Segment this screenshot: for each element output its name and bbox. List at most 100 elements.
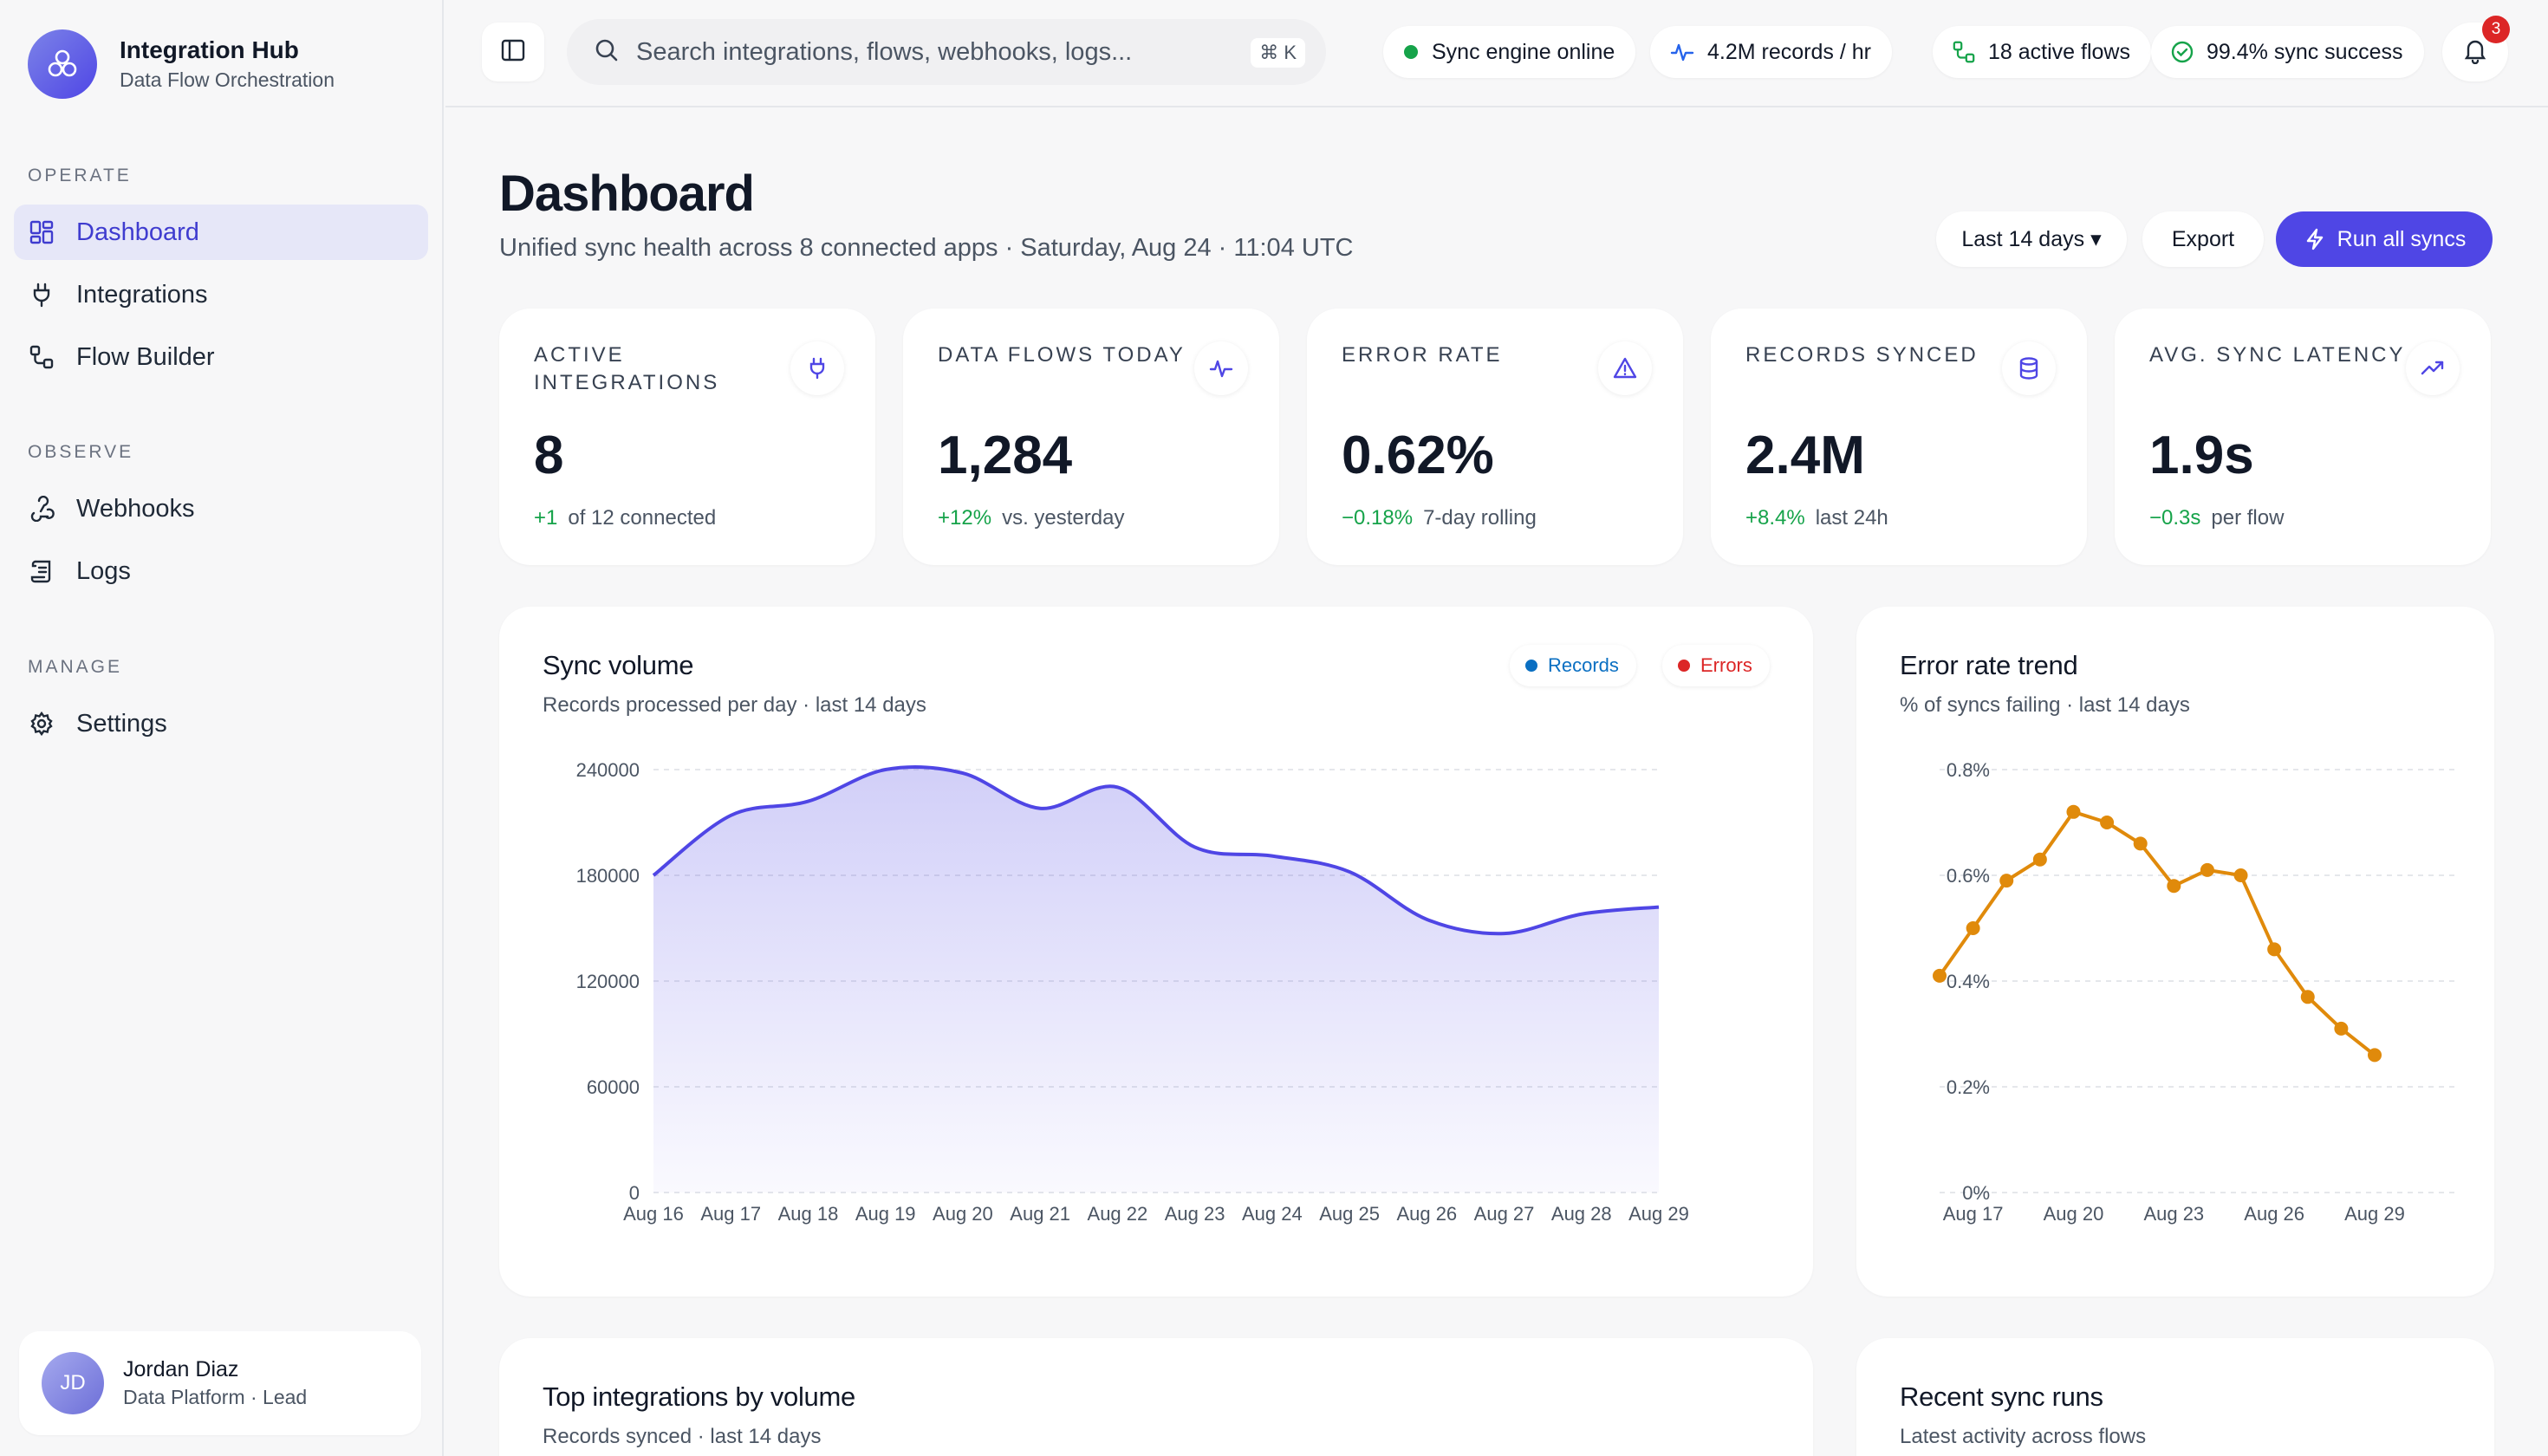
status-pill-label: Sync engine online [1432, 39, 1615, 64]
date-range-select[interactable]: Last 14 days ▾ [1936, 211, 2127, 267]
x-tick-label: Aug 24 [1242, 1203, 1303, 1225]
brand-logo-icon [28, 29, 97, 99]
error-rate-point [2233, 868, 2248, 882]
recent-sync-runs-panel: Recent sync runs Latest activity across … [1856, 1338, 2494, 1456]
logs-icon [28, 557, 55, 585]
error-rate-point [2267, 942, 2282, 957]
x-tick-label: Aug 22 [1088, 1203, 1148, 1225]
sidebar-item-label: Flow Builder [76, 342, 215, 371]
sidebar-item-integrations[interactable]: Integrations [14, 267, 428, 322]
kpi-value: 8 [534, 426, 564, 485]
brand-subtitle: Data Flow Orchestration [120, 68, 335, 91]
flow-icon [1952, 40, 1976, 64]
status-pill-flows[interactable]: 18 active flows [1933, 26, 2151, 78]
y-tick-label: 0% [1962, 1182, 1990, 1204]
legend-records[interactable]: Records [1510, 645, 1636, 686]
webhook-icon [28, 495, 55, 523]
kpi-label: Active integrations [534, 343, 720, 394]
kpi-footer: +1 of 12 connected [534, 504, 716, 532]
x-tick-label: Aug 29 [2344, 1203, 2405, 1225]
nav-section-observe: OBSERVE [28, 442, 134, 462]
status-pill-label: 18 active flows [1988, 39, 2130, 64]
flow-icon [28, 343, 55, 371]
page-title: Dashboard [499, 166, 755, 222]
kpi-footer: −0.3s per flow [2149, 504, 2284, 532]
sync-volume-panel: Sync volume Records processed per day · … [499, 607, 1813, 1297]
panel-subtitle: Records processed per day · last 14 days [543, 693, 926, 717]
y-tick-label: 0.4% [1947, 971, 1990, 992]
sidebar-toggle-button[interactable] [482, 23, 544, 81]
kpi-delta: +1 [534, 506, 558, 530]
status-pill-label: 4.2M records / hr [1707, 39, 1871, 64]
lightning-icon [2303, 227, 2327, 251]
records-area [653, 766, 1659, 1193]
kpi-delta: −0.3s [2149, 506, 2201, 530]
x-tick-label: Aug 20 [2044, 1203, 2104, 1225]
x-tick-label: Aug 27 [1474, 1203, 1535, 1225]
kpi-value: 1,284 [938, 426, 1073, 485]
panel-title: Top integrations by volume [543, 1381, 855, 1412]
panel-title: Sync volume [543, 650, 694, 680]
kpi-value: 2.4M [1745, 426, 1865, 485]
sidebar-item-label: Settings [76, 709, 167, 738]
kpi-label: Records synced [1745, 343, 1979, 367]
nav-section-manage: MANAGE [28, 657, 123, 677]
database-icon [2002, 341, 2056, 395]
search-input[interactable]: Search integrations, flows, webhooks, lo… [567, 19, 1326, 85]
sidebar-item-flow-builder[interactable]: Flow Builder [14, 329, 428, 385]
nav-section-operate: OPERATE [28, 166, 132, 185]
plug-icon [28, 281, 55, 309]
error-rate-point [2334, 1021, 2349, 1036]
search-placeholder: Search integrations, flows, webhooks, lo… [636, 37, 1133, 66]
y-tick-label: 0.2% [1947, 1076, 1990, 1098]
x-tick-label: Aug 28 [1551, 1203, 1612, 1225]
status-pill-engine[interactable]: Sync engine online [1383, 26, 1636, 78]
check-circle-icon [2170, 40, 2194, 64]
y-tick-label: 60000 [587, 1076, 640, 1098]
brand-title: Integration Hub [120, 36, 299, 63]
sidebar-item-label: Dashboard [76, 218, 199, 246]
user-role: Data Platform · Lead [123, 1386, 308, 1408]
kpi-label: Avg. sync latency [2149, 343, 2406, 367]
status-pill-label: 99.4% sync success [2207, 39, 2403, 64]
error-rate-point [1999, 874, 2014, 888]
error-rate-chart: 0% 0.2% 0.4% 0.6% 0.8% Aug 17 Aug 20 Aug 23 Aug … [1933, 759, 2454, 1225]
sidebar-item-settings[interactable]: Settings [14, 696, 428, 751]
legend-errors[interactable]: Errors [1662, 645, 1770, 686]
panel-subtitle: Latest activity across flows [1900, 1425, 2147, 1448]
panel-title: Error rate trend [1900, 650, 2078, 680]
search-icon [593, 36, 621, 68]
trend-up-icon [2406, 341, 2460, 395]
notification-count-badge: 3 [2482, 16, 2510, 43]
sidebar-item-dashboard[interactable]: Dashboard [14, 205, 428, 260]
kpi-value: 1.9s [2149, 426, 2254, 485]
page-subtitle: Unified sync health across 8 connected a… [499, 234, 1354, 262]
run-all-syncs-button[interactable]: Run all syncs [2276, 211, 2493, 267]
error-rate-line [1938, 809, 2376, 1056]
x-tick-label: Aug 17 [1943, 1203, 2004, 1225]
brand[interactable]: Integration Hub Data Flow Orchestration [28, 29, 335, 99]
x-tick-label: Aug 26 [2244, 1203, 2304, 1225]
sidebar-item-label: Integrations [76, 280, 208, 309]
sidebar-item-logs[interactable]: Logs [14, 543, 428, 599]
error-rate-point [2032, 852, 2047, 867]
kpi-note: last 24h [1815, 506, 1888, 530]
status-pill-success[interactable]: 99.4% sync success [2151, 26, 2424, 78]
user-name: Jordan Diaz [123, 1357, 239, 1381]
status-pill-throughput[interactable]: 4.2M records / hr [1650, 26, 1892, 78]
panel-subtitle: Records synced · last 14 days [543, 1425, 822, 1448]
kpi-card-data-flows[interactable]: Data flows today 1,284 +12% vs. yesterday [903, 309, 1279, 565]
x-tick-label: Aug 23 [1165, 1203, 1225, 1225]
kpi-card-active-integrations[interactable]: Active integrations 8 +1 of 12 connected [499, 309, 875, 565]
kpi-card-error-rate[interactable]: Error rate 0.62% −0.18% 7-day rolling [1307, 309, 1683, 565]
sidebar: Integration Hub Data Flow Orchestration … [0, 0, 444, 1456]
x-tick-label: Aug 19 [855, 1203, 916, 1225]
kpi-note: per flow [2211, 506, 2285, 530]
pulse-icon [1194, 341, 1248, 395]
kpi-card-sync-latency[interactable]: Avg. sync latency 1.9s −0.3s per flow [2115, 309, 2491, 565]
export-button[interactable]: Export [2142, 211, 2264, 267]
sidebar-item-webhooks[interactable]: Webhooks [14, 481, 428, 536]
kpi-card-records-synced[interactable]: Records synced 2.4M +8.4% last 24h [1711, 309, 2087, 565]
user-card[interactable]: JD Jordan Diaz Data Platform · Lead [19, 1331, 421, 1435]
legend-dot [1678, 660, 1690, 672]
